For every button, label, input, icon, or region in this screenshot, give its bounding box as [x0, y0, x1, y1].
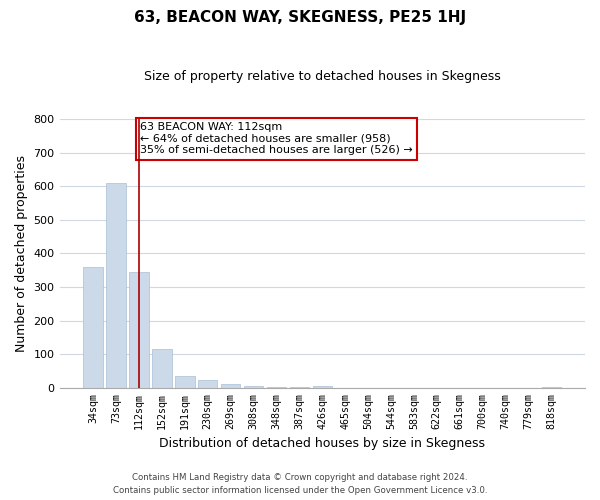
Bar — [106, 183, 126, 388]
Bar — [198, 380, 217, 388]
Bar — [152, 349, 172, 388]
Bar — [221, 384, 241, 388]
Y-axis label: Number of detached properties: Number of detached properties — [15, 155, 28, 352]
Text: Contains HM Land Registry data © Crown copyright and database right 2024.
Contai: Contains HM Land Registry data © Crown c… — [113, 474, 487, 495]
Bar — [129, 272, 149, 388]
Bar — [244, 386, 263, 388]
Text: 63 BEACON WAY: 112sqm
← 64% of detached houses are smaller (958)
35% of semi-det: 63 BEACON WAY: 112sqm ← 64% of detached … — [140, 122, 413, 156]
Bar — [313, 386, 332, 388]
Bar — [290, 387, 309, 388]
X-axis label: Distribution of detached houses by size in Skegness: Distribution of detached houses by size … — [159, 437, 485, 450]
Bar — [542, 387, 561, 388]
Bar — [83, 267, 103, 388]
Title: Size of property relative to detached houses in Skegness: Size of property relative to detached ho… — [144, 70, 500, 83]
Bar — [175, 376, 194, 388]
Text: 63, BEACON WAY, SKEGNESS, PE25 1HJ: 63, BEACON WAY, SKEGNESS, PE25 1HJ — [134, 10, 466, 25]
Bar — [267, 387, 286, 388]
